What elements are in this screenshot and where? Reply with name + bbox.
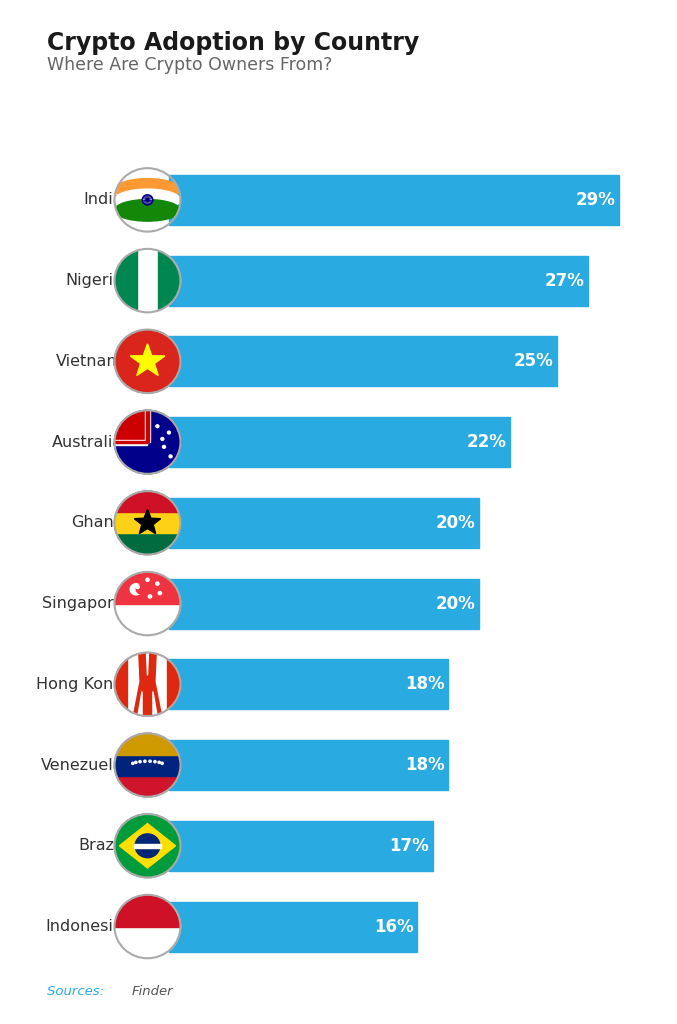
Ellipse shape [114, 189, 181, 211]
Ellipse shape [114, 571, 181, 635]
Ellipse shape [114, 814, 181, 878]
Ellipse shape [114, 895, 181, 958]
Ellipse shape [136, 585, 146, 594]
Ellipse shape [130, 584, 141, 595]
Bar [114, 492, 181, 512]
Ellipse shape [114, 411, 181, 474]
Text: Brazil: Brazil [79, 839, 123, 853]
Ellipse shape [114, 200, 181, 221]
Bar [134, 844, 160, 848]
Bar [169, 659, 448, 710]
Text: Nigeria: Nigeria [66, 273, 123, 288]
Bar [169, 417, 510, 467]
Ellipse shape [156, 582, 159, 585]
Text: Australia: Australia [52, 434, 123, 450]
Bar [145, 411, 150, 442]
Text: Hong Kong: Hong Kong [36, 677, 123, 692]
Bar [114, 733, 181, 755]
Ellipse shape [158, 761, 160, 764]
Ellipse shape [144, 680, 152, 688]
Ellipse shape [146, 579, 149, 582]
Ellipse shape [161, 762, 163, 765]
Ellipse shape [158, 592, 162, 595]
Text: 20%: 20% [436, 514, 475, 531]
Text: 18%: 18% [405, 756, 445, 774]
Polygon shape [130, 344, 165, 376]
Ellipse shape [148, 595, 152, 598]
Text: Where Are Crypto Owners From?: Where Are Crypto Owners From? [47, 56, 333, 75]
Polygon shape [119, 823, 175, 868]
Bar [169, 901, 418, 951]
Bar [114, 411, 148, 442]
Text: 16%: 16% [374, 918, 414, 936]
Ellipse shape [114, 733, 181, 797]
Bar [114, 439, 148, 444]
Text: 22%: 22% [466, 433, 506, 452]
Bar [114, 755, 181, 775]
Text: 25%: 25% [513, 352, 553, 371]
Text: Crypto Adoption by Country: Crypto Adoption by Country [47, 31, 420, 54]
Bar [114, 440, 148, 443]
Bar [169, 336, 557, 386]
Text: 29%: 29% [575, 190, 615, 209]
Ellipse shape [114, 330, 181, 393]
Text: India: India [84, 193, 123, 208]
Text: 27%: 27% [544, 271, 584, 290]
Ellipse shape [169, 455, 172, 458]
Ellipse shape [114, 652, 181, 716]
Text: Indonesia: Indonesia [45, 919, 123, 934]
Ellipse shape [167, 431, 171, 434]
Text: 17%: 17% [389, 837, 429, 855]
Polygon shape [134, 510, 160, 534]
Ellipse shape [142, 195, 153, 205]
Bar [158, 249, 181, 312]
Text: Vietnam: Vietnam [56, 354, 123, 369]
Text: 20%: 20% [436, 595, 475, 612]
Ellipse shape [136, 586, 139, 589]
Bar [114, 411, 148, 442]
Text: Singapore: Singapore [42, 596, 123, 611]
Ellipse shape [114, 492, 181, 555]
Text: Finder: Finder [132, 985, 173, 998]
Bar [114, 512, 181, 534]
Bar [169, 579, 479, 629]
Bar [114, 895, 181, 927]
Bar [169, 256, 588, 305]
Text: Sources:: Sources: [47, 985, 109, 998]
Ellipse shape [131, 762, 134, 765]
Ellipse shape [144, 760, 146, 763]
Ellipse shape [149, 760, 151, 763]
Wedge shape [156, 550, 166, 730]
Bar [169, 498, 479, 548]
Ellipse shape [135, 834, 160, 858]
Wedge shape [141, 510, 153, 676]
Bar [114, 571, 181, 603]
Ellipse shape [114, 178, 181, 201]
Ellipse shape [144, 197, 151, 204]
Ellipse shape [114, 249, 181, 312]
Ellipse shape [154, 761, 156, 763]
Text: Venezuela: Venezuela [41, 758, 123, 772]
Bar [169, 175, 619, 225]
Ellipse shape [135, 761, 137, 764]
Ellipse shape [146, 199, 149, 201]
Ellipse shape [139, 761, 141, 763]
Text: 18%: 18% [405, 675, 445, 693]
Text: Ghana: Ghana [70, 515, 123, 530]
Wedge shape [129, 550, 139, 730]
Ellipse shape [161, 437, 164, 440]
Ellipse shape [162, 445, 165, 449]
Bar [114, 249, 137, 312]
Bar [169, 821, 433, 870]
Wedge shape [133, 691, 142, 857]
Ellipse shape [156, 425, 159, 428]
Bar [169, 740, 448, 791]
Bar [146, 411, 149, 442]
Wedge shape [153, 691, 162, 857]
